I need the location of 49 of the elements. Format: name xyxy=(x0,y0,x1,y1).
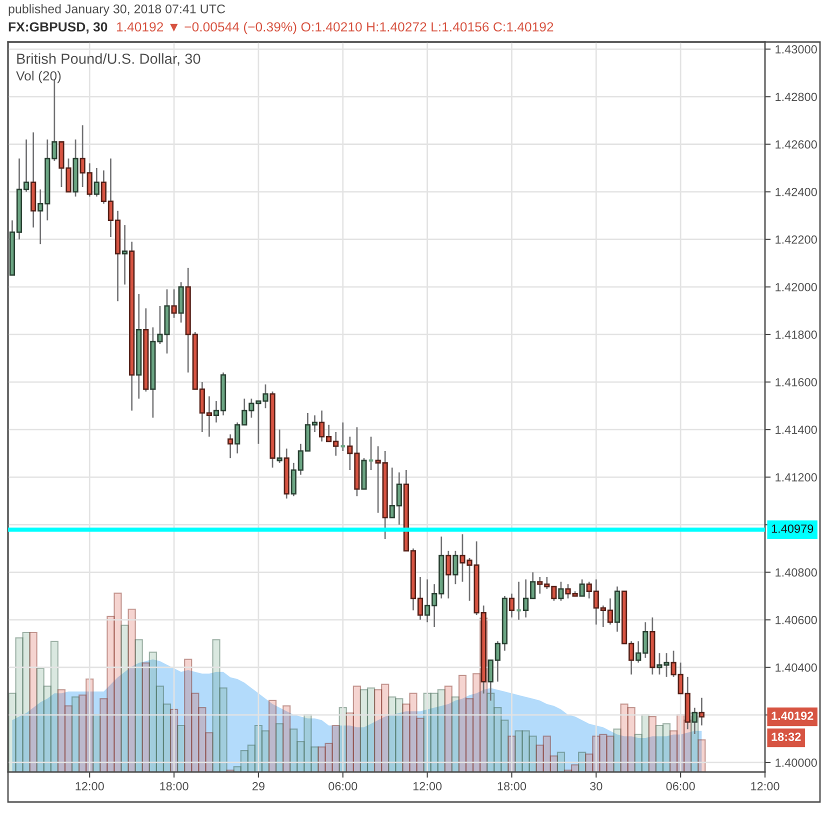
x-tick-label: 12:00 xyxy=(413,782,442,790)
y-tick-label: 1.40000 xyxy=(776,758,817,767)
y-tick-label: 1.42400 xyxy=(776,188,817,196)
candlestick xyxy=(171,288,177,319)
x-tick-label: 29 xyxy=(252,782,264,790)
candlestick xyxy=(228,434,234,459)
candlestick xyxy=(122,224,128,286)
bar xyxy=(212,639,220,772)
candlestick xyxy=(276,428,282,464)
bar xyxy=(542,736,551,772)
y-tick-label: 1.41600 xyxy=(776,378,817,386)
y-tick-label: 1.40400 xyxy=(776,663,817,672)
y-tick-label: 1.41800 xyxy=(776,330,817,339)
y-tick-label: 1.40600 xyxy=(776,616,817,624)
candlestick xyxy=(446,550,452,600)
bar xyxy=(128,608,136,772)
chart-title: FX:GBPUSD, 30 xyxy=(8,22,108,34)
y-tick-label: 1.43000 xyxy=(776,45,817,54)
candlestick xyxy=(452,550,458,585)
x-tick-label: 12:00 xyxy=(751,782,780,790)
ref-line-label: 1.40979 xyxy=(772,524,814,533)
bar xyxy=(304,714,312,772)
bar xyxy=(522,730,530,772)
y-tick-label: 1.41400 xyxy=(776,426,817,434)
y-tick-label: 1.42600 xyxy=(776,140,817,149)
x-tick-label: 18:00 xyxy=(160,782,188,790)
annotation: Vol (20) xyxy=(16,70,61,84)
x-tick-label: 12:00 xyxy=(76,782,104,790)
chart-subtitle: 1.40192 ▼ −0.00544 (−0.39%) O:1.40210 H:1.40272 L:1.40156 C:1.40192 xyxy=(117,22,554,34)
x-tick-label: 18:00 xyxy=(498,782,526,790)
text: 1.40192 xyxy=(772,712,814,720)
x-tick-label: 06:00 xyxy=(666,782,695,790)
candlestick xyxy=(579,578,585,597)
x-tick-label: 30 xyxy=(590,782,602,790)
text: 18:32 xyxy=(772,732,801,742)
bar xyxy=(219,687,228,772)
annotation: British Pound/U.S. Dollar, 30 xyxy=(17,53,200,66)
candlestick xyxy=(94,167,100,198)
x-tick-label: 06:00 xyxy=(328,782,358,790)
y-tick-label: 1.42800 xyxy=(776,92,817,102)
text: published January 30, 2018 07:41 UTC xyxy=(8,4,226,16)
bar xyxy=(698,739,706,772)
candlestick xyxy=(558,581,564,602)
y-tick-label: 1.40800 xyxy=(776,568,817,577)
y-tick-label: 1.41200 xyxy=(776,473,817,482)
candlestick xyxy=(698,697,704,726)
candlestick xyxy=(508,592,515,618)
y-tick-label: 1.42000 xyxy=(776,282,817,292)
y-tick-label: 1.42200 xyxy=(776,235,817,244)
